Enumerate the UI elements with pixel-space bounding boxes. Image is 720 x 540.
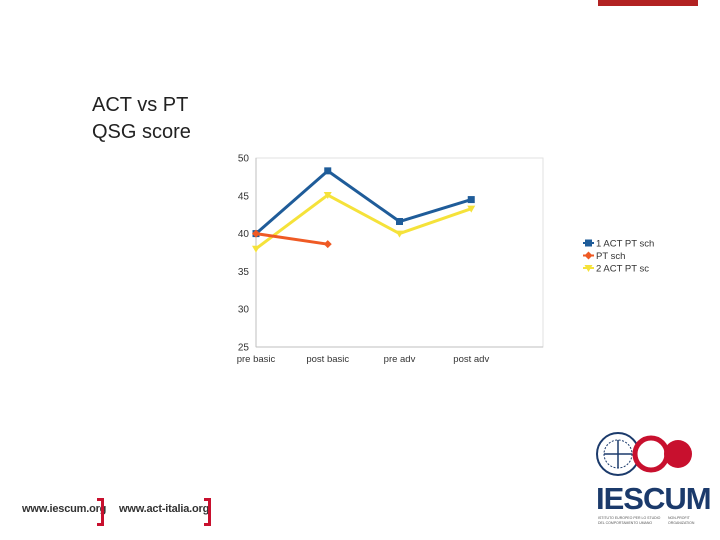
y-tick-label: 40 — [238, 229, 250, 240]
slide-title: ACT vs PT QSG score — [92, 92, 191, 146]
series-point-1 — [323, 240, 332, 249]
footer-link-iescum[interactable]: www.iescum.org — [22, 503, 107, 515]
iescum-seal-logo — [596, 432, 692, 476]
series-point-2 — [395, 230, 404, 238]
seal-red-ring — [632, 435, 670, 473]
series-point-1 — [252, 229, 260, 238]
legend-marker-1 — [584, 251, 593, 260]
series-point-0 — [396, 218, 403, 226]
y-tick-label: 50 — [238, 154, 250, 165]
series-line-0 — [255, 169, 472, 235]
footer-link-act-italia[interactable]: www.act-italia.org — [119, 503, 210, 515]
series-point-2 — [467, 205, 476, 213]
footer-bracket-1 — [97, 498, 104, 526]
logo-tagline-right: NON-PROFIT ORGANIZATION — [668, 516, 695, 525]
slide-title-line-1: ACT vs PT — [92, 94, 189, 116]
logo-tagline-left: ISTITUTO EUROPEO PER LO STUDIO DEL COMPO… — [598, 516, 661, 525]
plot-area-frame — [255, 157, 544, 348]
y-tick-label: 45 — [238, 191, 250, 202]
x-tick-label: post adv — [453, 354, 489, 365]
x-tick-label: pre basic — [237, 354, 276, 365]
legend-marker-0 — [585, 239, 592, 247]
seal-red-badge — [664, 440, 692, 468]
iescum-wordmark: IESCUM — [596, 481, 712, 516]
slide-title-line-2: QSG score — [92, 121, 191, 143]
legend-label-1: PT sch — [596, 251, 625, 262]
series-line-1 — [255, 232, 328, 246]
series-point-2 — [252, 245, 260, 253]
series-line-2 — [255, 193, 472, 250]
x-tick-label: post basic — [306, 354, 349, 365]
x-tick-label: pre adv — [384, 354, 416, 365]
y-tick-label: 35 — [238, 267, 250, 278]
y-tick-label: 30 — [238, 305, 250, 316]
series-point-0 — [467, 196, 475, 204]
footer-bracket-2 — [204, 498, 211, 526]
legend-label-2: 2 ACT PT sc — [596, 264, 649, 275]
series-point-0 — [324, 167, 332, 175]
legend-label-0: 1 ACT PT sch — [596, 239, 654, 250]
series-point-2 — [323, 192, 332, 200]
top-accent-bar — [598, 0, 698, 6]
legend-marker-2 — [584, 265, 593, 272]
y-tick-label: 25 — [238, 343, 250, 354]
